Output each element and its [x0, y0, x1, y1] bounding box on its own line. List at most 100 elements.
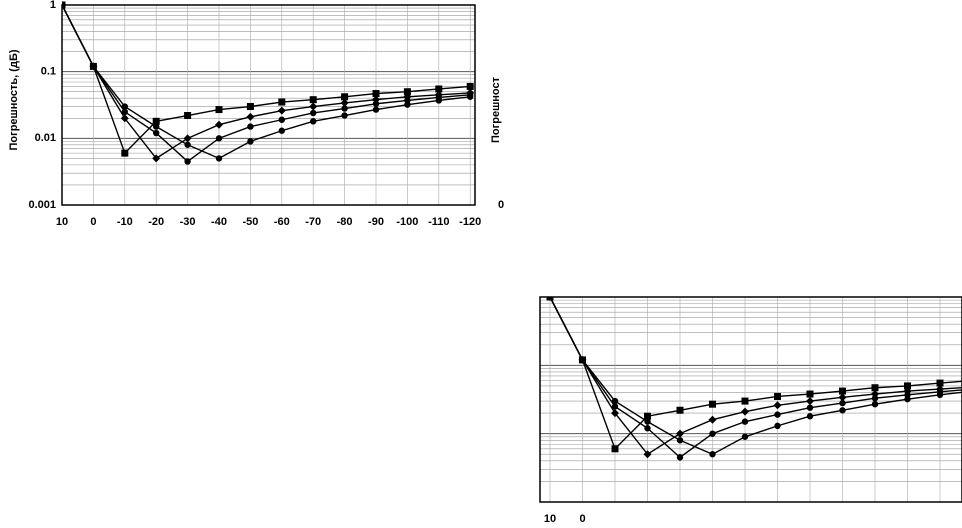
marker [741, 397, 749, 405]
marker [310, 109, 317, 117]
marker [152, 154, 161, 163]
marker [278, 127, 285, 134]
marker [676, 437, 684, 444]
marker [184, 112, 192, 120]
marker [278, 98, 286, 106]
x-tick-label: -100 [396, 216, 418, 228]
x-tick-label: -80 [337, 216, 353, 228]
y-tick-label: 0.01 [35, 132, 56, 144]
marker [839, 399, 846, 407]
series-line [62, 4, 471, 155]
marker [611, 445, 619, 453]
series-line [549, 297, 962, 459]
plot-area [539, 296, 962, 503]
marker [184, 141, 191, 148]
marker [372, 100, 380, 107]
marker [643, 450, 652, 459]
x-tick-label: -110 [428, 216, 449, 228]
y-tick-label: 0.001 [28, 199, 56, 211]
marker [708, 415, 717, 424]
x-tick-label: -50 [242, 216, 258, 228]
marker [215, 155, 223, 162]
marker [871, 395, 879, 402]
marker [774, 422, 781, 430]
marker [215, 120, 223, 129]
blank-area [130, 0, 320, 96]
x-tick-label: -120 [459, 216, 481, 228]
marker [579, 356, 586, 364]
series-line [62, 4, 471, 160]
marker [546, 297, 554, 301]
y2-axis-label: Погрешност [490, 76, 502, 143]
marker [806, 390, 814, 398]
x-tick-label: 0 [579, 513, 585, 525]
marker [121, 108, 128, 116]
marker [184, 158, 191, 165]
marker [467, 93, 474, 100]
marker [936, 391, 944, 399]
marker [246, 112, 255, 121]
marker [247, 123, 254, 130]
marker [676, 454, 684, 461]
marker [676, 406, 684, 414]
marker [741, 407, 749, 416]
marker [644, 418, 651, 425]
x-tick-label: -30 [180, 216, 196, 228]
series-line [549, 297, 962, 456]
marker [709, 451, 716, 458]
marker [806, 404, 814, 411]
marker [341, 105, 348, 112]
marker [277, 106, 286, 115]
marker [341, 112, 348, 119]
marker [871, 400, 879, 408]
x-tick-label: -60 [274, 216, 290, 228]
marker [904, 382, 911, 390]
marker [806, 397, 814, 406]
x-tick-label: -20 [148, 216, 164, 228]
x-tick-label: 0 [90, 216, 96, 228]
marker [611, 409, 619, 418]
x-tick-label: 10 [544, 513, 556, 525]
marker [120, 114, 129, 123]
marker [435, 97, 442, 104]
marker [90, 63, 97, 70]
marker [774, 392, 781, 400]
marker [773, 401, 782, 410]
marker [340, 98, 349, 107]
marker [839, 407, 846, 414]
marker [372, 106, 380, 113]
marker [644, 425, 651, 432]
marker [936, 379, 944, 387]
y-tick-label: 0.1 [41, 66, 56, 78]
marker [153, 129, 160, 137]
marker [774, 411, 781, 418]
series-line [62, 4, 471, 160]
marker [372, 90, 380, 98]
x-tick-label: -10 [117, 216, 133, 228]
marker [676, 429, 684, 438]
marker [838, 393, 847, 402]
marker [215, 135, 223, 142]
series-line [549, 297, 962, 451]
series-line [549, 297, 962, 456]
marker [278, 116, 285, 123]
marker [121, 149, 129, 157]
x-tick-label: -40 [211, 216, 227, 228]
marker [403, 88, 411, 96]
marker [644, 412, 651, 420]
marker [341, 93, 349, 101]
y-axis-label: Погрешность, (дБ) [8, 49, 20, 150]
marker [709, 430, 716, 437]
marker [806, 413, 814, 420]
x-tick-label: -90 [368, 216, 384, 228]
marker [309, 102, 318, 111]
marker [152, 117, 160, 125]
marker [435, 85, 443, 93]
marker [310, 118, 317, 125]
plot [540, 297, 962, 503]
marker [709, 400, 716, 408]
marker [839, 387, 846, 395]
marker [121, 103, 128, 110]
marker [741, 418, 749, 425]
marker [215, 106, 223, 114]
